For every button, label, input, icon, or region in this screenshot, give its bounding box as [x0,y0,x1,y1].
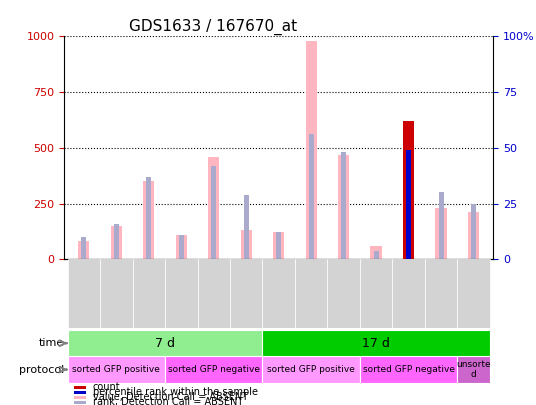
Bar [295,259,327,328]
Bar [74,386,86,389]
Bar [74,391,86,394]
Bar [403,121,414,259]
Bar [110,226,122,259]
Bar [78,241,90,259]
Bar [438,192,444,259]
Bar [165,259,197,328]
Bar [68,356,165,383]
Bar [244,195,249,259]
Text: sorted GFP negative: sorted GFP negative [168,365,260,374]
Bar [276,232,281,259]
Bar [341,152,346,259]
Bar [273,232,285,259]
Bar [306,41,317,259]
Bar [360,259,392,328]
Bar [132,259,165,328]
Bar [406,150,411,259]
Bar [143,181,154,259]
Bar [471,204,476,259]
Bar [211,166,216,259]
Bar [309,134,314,259]
Bar [81,237,86,259]
Bar [68,330,263,356]
Bar [165,356,263,383]
Bar [327,259,360,328]
Text: sorted GFP positive: sorted GFP positive [72,365,160,374]
Bar [338,155,349,259]
Bar [230,259,263,328]
Text: value, Detection Call = ABSENT: value, Detection Call = ABSENT [93,392,248,403]
Text: protocol: protocol [19,364,64,375]
Text: GDS1633 / 167670_at: GDS1633 / 167670_at [129,19,297,35]
Text: sorted GFP positive: sorted GFP positive [267,365,355,374]
Bar [114,224,119,259]
Text: 7 d: 7 d [155,337,175,350]
Bar [360,356,457,383]
Bar [263,356,360,383]
Text: time: time [39,338,64,348]
Text: sorted GFP negative: sorted GFP negative [363,365,455,374]
Bar [425,259,457,328]
Bar [74,401,86,404]
Text: rank, Detection Call = ABSENT: rank, Detection Call = ABSENT [93,397,243,405]
Bar [263,259,295,328]
Bar [374,252,378,259]
Bar [179,235,184,259]
Bar [208,157,219,259]
Bar [468,212,479,259]
Bar [100,259,132,328]
Bar [457,356,490,383]
Text: count: count [93,382,120,392]
Bar [176,235,187,259]
Text: 17 d: 17 d [362,337,390,350]
Bar [457,259,490,328]
Text: unsorte
d: unsorte d [456,360,491,379]
Bar [197,259,230,328]
Bar [146,177,151,259]
Text: percentile rank within the sample: percentile rank within the sample [93,387,258,397]
Bar [370,246,382,259]
Bar [435,208,447,259]
Bar [263,330,490,356]
Bar [241,230,252,259]
Bar [74,396,86,399]
Bar [392,259,425,328]
Bar [68,259,100,328]
